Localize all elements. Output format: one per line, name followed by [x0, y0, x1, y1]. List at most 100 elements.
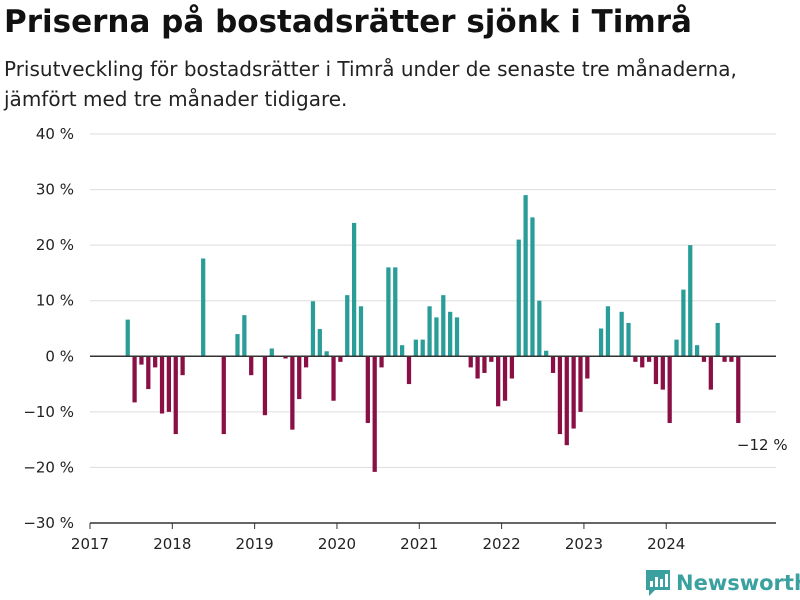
bar	[180, 356, 185, 376]
x-tick-label: 2020	[318, 535, 356, 553]
bar	[496, 356, 501, 407]
bar	[523, 195, 528, 357]
bar	[454, 317, 460, 357]
bar	[475, 356, 480, 379]
newsworthy-logo: Newsworthy	[645, 568, 800, 598]
bar	[125, 319, 130, 357]
bar	[646, 356, 652, 362]
bar	[598, 328, 604, 357]
bar	[482, 356, 487, 373]
bar	[715, 322, 720, 357]
bar	[365, 356, 370, 423]
bar	[537, 300, 542, 357]
bar	[331, 356, 336, 401]
bar	[173, 356, 178, 435]
x-tick-label: 2018	[153, 535, 191, 553]
bar	[297, 356, 302, 400]
bar	[420, 339, 425, 357]
bar	[358, 306, 364, 357]
x-tick-label: 2022	[483, 535, 521, 553]
bar	[544, 350, 549, 357]
bar	[585, 356, 590, 379]
y-gridlines	[90, 133, 776, 524]
bar	[571, 356, 576, 429]
bar	[434, 317, 439, 357]
y-tick-label: −30 %	[23, 514, 74, 532]
bar	[688, 245, 693, 357]
bar	[166, 356, 172, 412]
bar	[708, 356, 713, 390]
bar	[550, 356, 556, 373]
bar-chart: 40 %30 %20 %10 %0 %−10 %−20 %−30 % 2017 2…	[23, 125, 788, 553]
bar	[667, 356, 672, 423]
bar	[722, 356, 727, 362]
bar	[557, 356, 563, 435]
bar	[626, 322, 631, 357]
bar	[345, 295, 350, 357]
bar	[393, 267, 398, 357]
y-tick-label: −20 %	[23, 458, 74, 476]
annotations: −12 %	[737, 436, 788, 454]
bar	[502, 356, 508, 401]
y-tick-label: 40 %	[36, 125, 74, 143]
x-tick-label: 2024	[647, 535, 685, 553]
bar	[139, 356, 144, 365]
bar	[640, 356, 645, 368]
bar	[441, 295, 446, 357]
bar	[338, 356, 343, 362]
bar	[159, 356, 165, 414]
bar	[427, 306, 432, 357]
bar	[619, 311, 624, 357]
bar	[283, 356, 288, 359]
bar	[201, 258, 206, 357]
bar	[701, 356, 707, 362]
bar	[674, 339, 679, 357]
bar	[736, 356, 741, 423]
bar	[653, 356, 659, 385]
y-tick-label: 20 %	[36, 236, 74, 254]
last-value-label: −12 %	[737, 436, 788, 454]
y-tick-label: 10 %	[36, 292, 74, 310]
bar	[351, 222, 357, 357]
y-tick-label: −10 %	[23, 403, 74, 421]
bar	[530, 217, 535, 357]
bar	[303, 356, 309, 368]
bar	[262, 356, 268, 416]
bar	[290, 356, 295, 430]
bar	[694, 345, 700, 357]
bar	[633, 356, 638, 362]
brand-name: Newsworthy	[676, 571, 800, 595]
bar	[516, 239, 521, 357]
bar	[729, 356, 734, 362]
bar	[468, 356, 473, 368]
y-tick-label: 30 %	[36, 181, 74, 199]
x-tick-label: 2019	[236, 535, 274, 553]
bar	[221, 356, 226, 435]
newsworthy-icon	[646, 570, 670, 596]
bar	[578, 356, 583, 412]
bar	[317, 329, 322, 357]
bar	[249, 356, 254, 376]
bar	[146, 356, 151, 390]
x-tick-label: 2023	[565, 535, 603, 553]
bar	[242, 315, 247, 357]
y-axis: 40 % 30 % 20 % 10 % 0 % −10 % −20 % −30 %	[23, 125, 74, 532]
bar	[386, 267, 391, 357]
bar	[605, 306, 611, 357]
bar	[564, 356, 569, 446]
bar	[681, 289, 686, 357]
bar	[310, 301, 316, 357]
y-tick-label: 0 %	[45, 347, 74, 365]
bars	[125, 195, 741, 472]
bar	[153, 356, 158, 368]
bar	[413, 339, 418, 357]
bar	[372, 356, 377, 472]
chart-subtitle: Prisutveckling för bostadsrätter i Timrå…	[4, 57, 737, 111]
bar	[448, 311, 453, 357]
bar	[324, 351, 329, 357]
bar	[509, 356, 515, 379]
bar	[406, 356, 412, 385]
bar	[400, 345, 405, 357]
bar	[379, 356, 384, 368]
bar	[132, 356, 137, 403]
